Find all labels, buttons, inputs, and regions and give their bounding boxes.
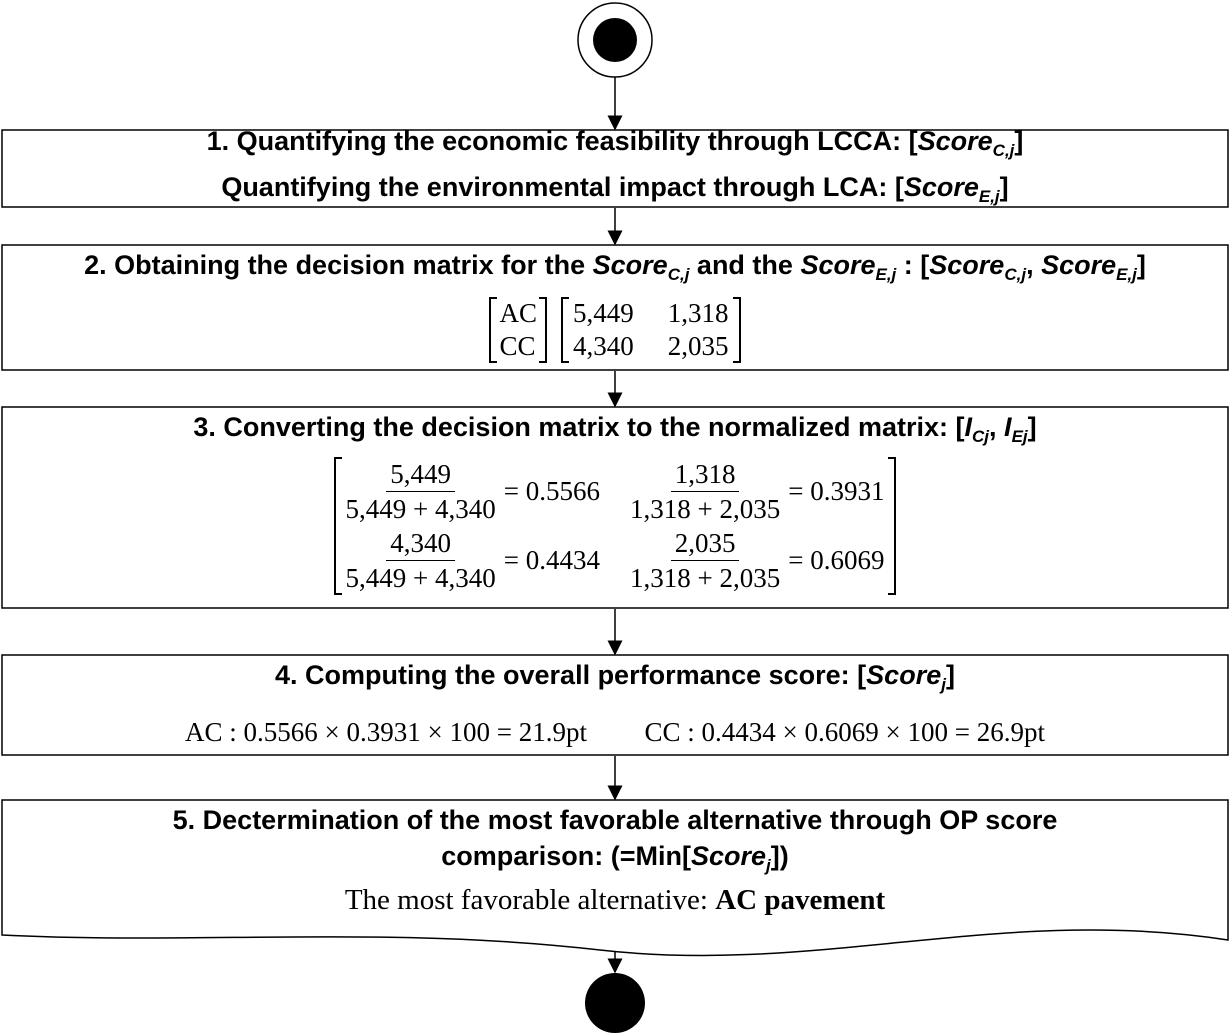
text-segment: Score [592, 250, 668, 280]
text-segment: I [964, 412, 973, 442]
text-segment: 2. Obtaining the decision matrix for the [84, 250, 593, 280]
denominator: 5,449 + 4,340 [345, 494, 496, 524]
text-segment: Quantifying the environmental impact thr… [221, 171, 904, 202]
step-2: 2. Obtaining the decision matrix for the… [2, 245, 1228, 370]
step-4: 4. Computing the overall performance sco… [2, 655, 1228, 755]
text-segment: 1. Quantifying the economic feasibility … [206, 125, 918, 156]
text-segment: ] [945, 660, 955, 690]
text-segment: Score [917, 125, 993, 156]
conclusion-answer: AC pavement [715, 884, 886, 916]
step-3: 3. Converting the decision matrix to the… [2, 407, 1228, 608]
text-segment: E,j [978, 186, 1000, 206]
text-segment: : [ [896, 250, 930, 280]
step-title: 4. Computing the overall performance sco… [275, 657, 955, 703]
text-segment: C,j [1004, 265, 1027, 284]
result: = 0.4434 [503, 545, 600, 575]
text-segment: ]) [770, 841, 789, 871]
step-title: 1. Quantifying the economic feasibility … [207, 123, 1024, 169]
matrix-cell: 2,035 [667, 331, 729, 361]
text-segment: C,j [992, 140, 1015, 160]
text-segment: j [766, 856, 771, 875]
start-node [593, 18, 637, 62]
end-node [585, 973, 645, 1033]
step-title: Quantifying the environmental impact thr… [221, 169, 1008, 215]
step-title: comparison: (=Min[Scorej]) [441, 838, 789, 884]
result: = 0.6069 [788, 545, 885, 575]
formula: AC : 0.5566 × 0.3931 × 100 = 21.9pt [185, 717, 587, 747]
numerator: 2,035 [670, 526, 740, 561]
result: = 0.3931 [788, 476, 885, 506]
text-segment: ] [1136, 250, 1146, 280]
formulas: AC : 0.5566 × 0.3931 × 100 = 21.9pt CC :… [185, 717, 1045, 748]
text-segment: comparison: (=Min[ [441, 841, 691, 871]
text-segment: Score [691, 841, 767, 871]
text-segment: , [989, 412, 1005, 442]
result: = 0.5566 [503, 476, 600, 506]
text-segment: and the [689, 250, 801, 280]
text-segment: E,j [875, 265, 897, 284]
text-segment: 4. Computing the overall performance sco… [275, 660, 867, 690]
denominator: 5,449 + 4,340 [345, 563, 496, 593]
text-segment: , [1026, 250, 1042, 280]
numerator: 5,449 [386, 457, 456, 492]
matrix-cell: 1,318 [667, 298, 729, 328]
formula: CC : 0.4434 × 0.6069 × 100 = 26.9pt [644, 717, 1045, 747]
text-segment: 5. Dectermination of the most favorable … [172, 805, 1058, 835]
text-segment: Score [800, 250, 876, 280]
text-segment: ] [1027, 412, 1037, 442]
text-segment: Score [903, 171, 979, 202]
normalized-matrix: 5,449 5,449 + 4,340 = 0.5566 1,318 1,318 +… [333, 457, 897, 595]
text-segment: Score [929, 250, 1005, 280]
step-title: 3. Converting the decision matrix to the… [193, 409, 1036, 455]
denominator: 1,318 + 2,035 [630, 494, 781, 524]
decision-matrix: AC CC 5,449 1,318 4,340 2,035 [489, 297, 741, 363]
text-segment: Cj [972, 427, 990, 446]
step-title: 5. Dectermination of the most favorable … [173, 802, 1058, 838]
text-segment: ] [999, 171, 1009, 202]
text-segment: C,j [667, 265, 690, 284]
text-segment: Score [866, 660, 942, 690]
numerator: 1,318 [670, 457, 740, 492]
text-segment: Score [1041, 250, 1117, 280]
denominator: 1,318 + 2,035 [630, 563, 781, 593]
text-segment: j [941, 675, 946, 694]
text-segment: E,j [1116, 265, 1137, 284]
step-5: 5. Dectermination of the most favorable … [2, 800, 1228, 920]
matrix-cell: 5,449 [573, 298, 634, 328]
text-segment: 3. Converting the decision matrix to the… [193, 412, 965, 442]
text-segment: I [1004, 412, 1012, 442]
row-label: CC [499, 331, 536, 361]
text-segment: Ej [1011, 427, 1028, 446]
numerator: 4,340 [386, 526, 456, 561]
step-title: 2. Obtaining the decision matrix for the… [84, 247, 1146, 293]
conclusion-text: The most favorable alternative: [344, 884, 716, 916]
step-1: 1. Quantifying the economic feasibility … [2, 126, 1228, 207]
matrix-cell: 4,340 [573, 331, 634, 361]
text-segment: ] [1014, 125, 1024, 156]
boxes [1, 129, 1229, 957]
row-label: AC [499, 298, 537, 328]
conclusion: The most favorable alternative: AC pavem… [345, 884, 885, 917]
